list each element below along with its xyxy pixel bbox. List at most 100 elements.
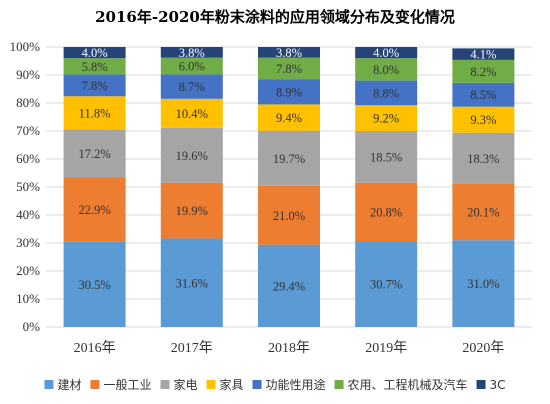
bar-segment (355, 105, 418, 131)
data-label: 21.0% (273, 209, 305, 223)
data-label: 31.0% (467, 277, 499, 291)
data-label: 4.0% (82, 46, 108, 60)
legend-swatch (160, 380, 170, 389)
data-label: 11.8% (79, 106, 111, 120)
bar-segment (160, 57, 223, 75)
legend-label: 家电 (173, 377, 197, 392)
legend-swatch (252, 380, 262, 389)
y-axis-ticks: 0% 10% 20% 30% 40% 50% 60% 70% 80% 90% 100% (10, 39, 41, 334)
legend-item: 3C (476, 378, 506, 392)
data-label: 5.8% (82, 60, 108, 74)
data-label: 7.8% (82, 79, 108, 93)
legend-swatch (334, 380, 344, 389)
legend-item: 一般工业 (90, 377, 151, 392)
x-tick-label: 2016年 (74, 340, 116, 356)
legend-label: 农用、工程机械及汽车 (348, 377, 468, 392)
y-tick-label: 70% (16, 123, 40, 138)
data-labels: 30.5%22.9%17.2%11.8%7.8%5.8%4.0%31.6%19.… (78, 46, 499, 294)
x-axis-ticks: 2016年 2017年 2018年 2019年 2020年 (74, 340, 505, 356)
legend-label: 一般工业 (103, 377, 151, 392)
data-label: 18.5% (370, 150, 402, 164)
y-tick-label: 40% (16, 207, 40, 222)
legend-item: 家电 (160, 377, 197, 392)
legend-label: 3C (490, 378, 506, 392)
bar-segment (452, 240, 515, 327)
chart-title: 2016年-2020年粉末涂料的应用领域分布及变化情况 (95, 8, 455, 26)
bar-segment (63, 58, 126, 75)
bar-segment (452, 106, 515, 133)
legend-item: 功能性用途 (252, 377, 326, 392)
data-label: 29.4% (273, 279, 305, 293)
data-label: 31.6% (176, 276, 208, 290)
bar-segment (258, 104, 320, 131)
data-label: 4.0% (373, 46, 399, 60)
bar-segment (452, 132, 515, 184)
legend-swatch (44, 380, 54, 389)
data-label: 19.6% (176, 149, 208, 163)
bar-segment (258, 130, 320, 186)
legend-swatch (206, 380, 216, 389)
bar-segment (160, 74, 223, 99)
legend-swatch (90, 380, 100, 389)
x-tick-label: 2017年 (171, 340, 213, 356)
data-label: 8.7% (179, 80, 205, 94)
bar-segment (160, 98, 223, 128)
bar-segment (63, 177, 126, 242)
bar-segment (63, 129, 126, 178)
data-label: 8.0% (373, 63, 399, 77)
bar-segment (160, 127, 223, 183)
bar-segment (63, 47, 126, 59)
data-label: 6.0% (179, 60, 205, 74)
bar-segment (355, 58, 418, 81)
data-label: 9.4% (276, 111, 302, 125)
legend-label: 家具 (219, 377, 243, 392)
bar-segment (160, 238, 223, 327)
data-label: 19.9% (176, 204, 208, 218)
y-tick-label: 50% (16, 179, 40, 194)
y-tick-label: 80% (16, 95, 40, 110)
data-label: 8.5% (470, 88, 496, 102)
data-label: 4.1% (470, 48, 496, 62)
y-tick-label: 10% (16, 291, 40, 306)
bar-segment (258, 47, 320, 58)
bar-segment (452, 48, 515, 60)
data-label: 30.7% (370, 278, 402, 292)
data-label: 3.8% (179, 46, 205, 60)
bar-segment (63, 96, 126, 130)
x-tick-label: 2019年 (365, 340, 407, 356)
y-tick-label: 60% (16, 151, 40, 166)
legend-item: 农用、工程机械及汽车 (334, 377, 468, 392)
bar-segment (355, 47, 418, 59)
bar-segment (258, 57, 320, 80)
data-label: 22.9% (78, 203, 110, 217)
data-label: 30.5% (78, 278, 110, 292)
data-label: 18.3% (467, 152, 499, 166)
bar-segment (355, 131, 418, 183)
data-label: 3.8% (276, 46, 302, 60)
bar-segment (452, 82, 515, 107)
x-tick-label: 2020年 (462, 340, 504, 356)
bar-segment (452, 183, 515, 241)
data-label: 17.2% (78, 147, 110, 161)
bars (63, 47, 515, 327)
data-label: 9.3% (470, 113, 496, 127)
legend-swatch (476, 380, 486, 389)
legend-item: 家具 (206, 377, 244, 392)
data-label: 8.2% (470, 65, 496, 79)
bar-segment (355, 182, 418, 242)
bar-segment (258, 185, 320, 245)
data-label: 7.8% (276, 62, 302, 76)
bar-segment (258, 79, 320, 105)
legend-item: 建材 (44, 378, 81, 392)
data-label: 20.8% (370, 205, 402, 219)
y-tick-label: 20% (16, 263, 40, 278)
data-label: 20.1% (467, 206, 499, 220)
x-tick-label: 2018年 (268, 340, 310, 356)
legend: 建材 一般工业 家电 家具 功能性用途 农用、工程机械及汽车 3C (44, 377, 506, 392)
bar-segment (258, 244, 320, 327)
y-tick-label: 30% (16, 235, 40, 250)
legend-label: 功能性用途 (266, 377, 326, 392)
bar-segment (355, 241, 418, 327)
